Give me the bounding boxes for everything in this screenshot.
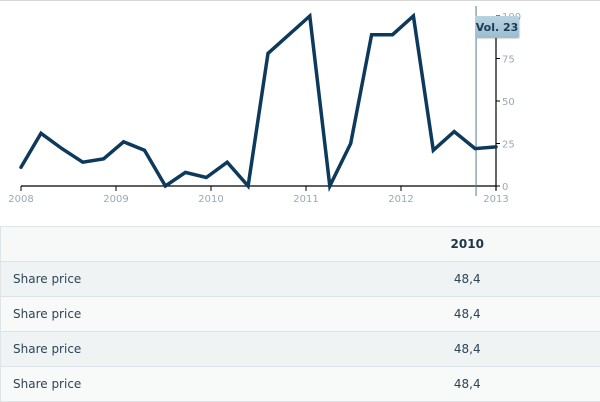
top-border [0,0,600,1]
svg-text:25: 25 [502,140,515,151]
table-row: Share price 48,4 [1,297,600,332]
svg-text:2012: 2012 [388,194,413,205]
svg-text:50: 50 [502,97,515,108]
svg-text:2009: 2009 [103,194,128,205]
svg-text:75: 75 [502,55,515,66]
row-value: 48,4 [453,377,481,391]
table-row: Share price 48,4 [1,367,600,402]
row-label: Share price [13,377,82,391]
row-label: Share price [13,342,82,356]
row-value: 48,4 [453,307,481,321]
table-row: Share price 48,4 [1,262,600,297]
row-value: 48,4 [453,272,481,286]
share-price-series-line[interactable] [19,12,498,193]
row-label: Share price [13,272,82,286]
svg-text:2011: 2011 [293,194,318,205]
data-table: 2010 Share price 48,4 Share price 48,4 S… [0,226,600,402]
svg-text:0: 0 [502,182,508,193]
svg-text:2010: 2010 [198,194,223,205]
volume-tooltip: Vol. 23 [475,16,519,38]
header-year-cell[interactable]: 2010 [450,237,484,251]
row-value: 48,4 [453,342,481,356]
svg-text:2008: 2008 [8,194,33,205]
svg-text:2013: 2013 [483,194,508,205]
row-label: Share price [13,307,82,321]
y-axis-ticks: 0255075100 [496,12,521,193]
table-row: Share price 48,4 [1,332,600,367]
x-axis-ticks: 2008 2009 2010 2011 2012 2013 [8,186,509,205]
table-header-row: 2010 [1,227,600,262]
